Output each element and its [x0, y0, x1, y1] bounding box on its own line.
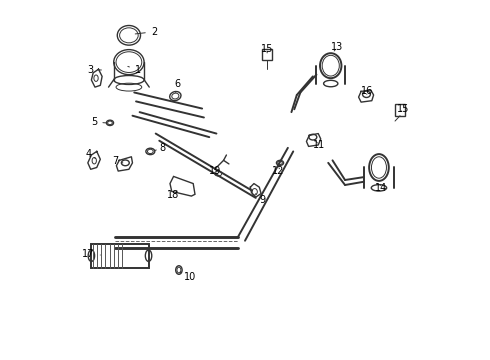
Text: 2: 2 [135, 27, 157, 37]
Text: 19: 19 [209, 166, 221, 176]
Bar [92, 244, 148, 267]
Bar [262, 49, 272, 60]
Text: 16: 16 [361, 86, 373, 96]
Text: 5: 5 [91, 117, 106, 127]
Text: 15: 15 [261, 44, 273, 54]
Text: 15: 15 [397, 104, 409, 113]
Text: 3: 3 [88, 65, 101, 75]
Text: 12: 12 [271, 166, 284, 176]
Text: 7: 7 [113, 157, 123, 166]
Text: 10: 10 [180, 272, 196, 282]
Text: 17: 17 [82, 249, 100, 259]
Text: 14: 14 [375, 183, 388, 193]
Text: 8: 8 [154, 143, 165, 153]
Text: 4: 4 [85, 149, 96, 159]
Text: 18: 18 [168, 190, 180, 200]
Text: 1: 1 [128, 65, 141, 75]
Text: 13: 13 [331, 42, 343, 52]
Text: 6: 6 [174, 79, 180, 93]
Text: 11: 11 [313, 140, 325, 150]
Bar [395, 104, 405, 116]
Text: 9: 9 [256, 194, 265, 204]
Polygon shape [170, 176, 195, 196]
